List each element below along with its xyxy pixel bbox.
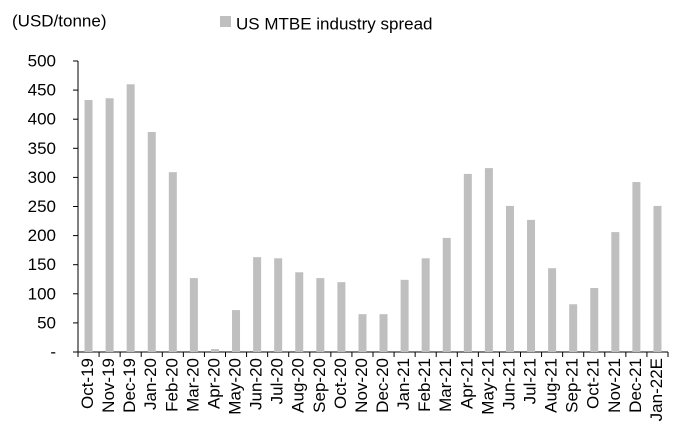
x-tick-label: Dec-19 bbox=[120, 358, 139, 413]
y-tick-label: 300 bbox=[28, 168, 56, 187]
y-tick-label: 50 bbox=[37, 313, 56, 332]
x-tick-label: Nov-21 bbox=[605, 358, 624, 413]
x-tick-label: Aug-21 bbox=[542, 358, 561, 413]
bar bbox=[611, 232, 620, 352]
x-tick-label: May-21 bbox=[478, 358, 497, 415]
bar bbox=[527, 219, 536, 352]
bar bbox=[548, 268, 557, 352]
bar bbox=[253, 257, 262, 352]
x-tick-label: Apr-21 bbox=[457, 358, 476, 409]
x-tick-label: Jan-21 bbox=[394, 358, 413, 410]
y-tick-label: 400 bbox=[28, 110, 56, 129]
x-tick-label: Jun-21 bbox=[499, 358, 518, 410]
y-tick-label: 200 bbox=[28, 226, 56, 245]
x-tick-label: Jan-22E bbox=[647, 358, 666, 421]
bar bbox=[189, 278, 198, 352]
bar bbox=[337, 282, 346, 352]
y-tick-label: - bbox=[50, 342, 56, 361]
y-tick-label: 500 bbox=[28, 51, 56, 70]
y-tick-label: 100 bbox=[28, 284, 56, 303]
bar bbox=[232, 310, 241, 352]
bar bbox=[400, 279, 409, 352]
x-tick-label: Oct-21 bbox=[584, 358, 603, 409]
bar bbox=[505, 205, 514, 352]
x-tick-label: Apr-20 bbox=[204, 358, 223, 409]
x-tick-label: Oct-20 bbox=[331, 358, 350, 409]
x-tick-label: Dec-21 bbox=[626, 358, 645, 413]
bar bbox=[358, 314, 367, 352]
bar bbox=[463, 173, 472, 352]
bar bbox=[105, 98, 114, 352]
y-axis-label: (USD/tonne) bbox=[12, 11, 106, 30]
y-tick-label: 350 bbox=[28, 139, 56, 158]
y-tick-label: 250 bbox=[28, 197, 56, 216]
bar bbox=[168, 172, 177, 352]
bar bbox=[210, 349, 219, 352]
x-tick-label: Sep-21 bbox=[563, 358, 582, 413]
x-tick-label: Aug-20 bbox=[289, 358, 308, 413]
x-tick-label: Oct-19 bbox=[78, 358, 97, 409]
bar bbox=[569, 304, 578, 352]
bar bbox=[295, 272, 304, 352]
x-tick-label: Jan-20 bbox=[141, 358, 160, 410]
bar bbox=[84, 99, 93, 352]
x-tick-label: Nov-20 bbox=[352, 358, 371, 413]
x-tick-label: Dec-20 bbox=[373, 358, 392, 413]
legend-swatch bbox=[220, 16, 231, 27]
y-tick-label: 150 bbox=[28, 255, 56, 274]
x-tick-label: Sep-20 bbox=[310, 358, 329, 413]
bar bbox=[421, 258, 430, 352]
bar bbox=[632, 182, 641, 352]
x-tick-label: May-20 bbox=[226, 358, 245, 415]
x-tick-label: Feb-21 bbox=[415, 358, 434, 412]
bar bbox=[484, 168, 493, 352]
bar bbox=[274, 258, 283, 352]
y-tick-label: 450 bbox=[28, 81, 56, 100]
x-tick-label: Feb-20 bbox=[162, 358, 181, 412]
x-tick-label: Mar-21 bbox=[436, 358, 455, 412]
bar bbox=[442, 237, 451, 352]
bar bbox=[379, 314, 388, 352]
bar bbox=[147, 132, 156, 352]
legend-label: US MTBE industry spread bbox=[236, 14, 433, 33]
x-tick-label: Nov-19 bbox=[99, 358, 118, 413]
bar bbox=[653, 205, 662, 352]
x-tick-label: Jul-20 bbox=[268, 358, 287, 404]
x-tick-label: Mar-20 bbox=[183, 358, 202, 412]
bar bbox=[590, 287, 599, 352]
x-tick-label: Jul-21 bbox=[521, 358, 540, 404]
bar bbox=[126, 84, 135, 352]
x-tick-label: Jun-20 bbox=[247, 358, 266, 410]
bar bbox=[316, 278, 325, 352]
